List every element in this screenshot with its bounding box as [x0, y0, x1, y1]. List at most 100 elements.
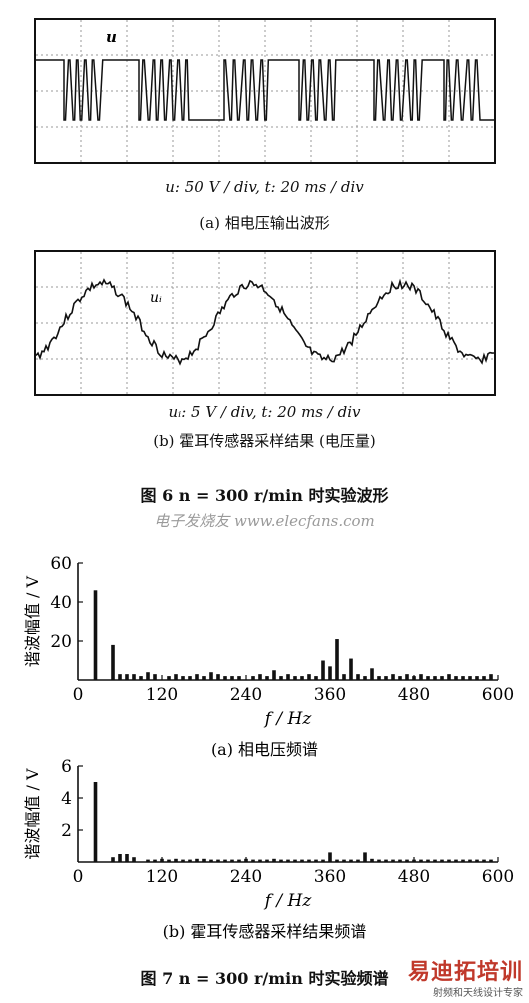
- fig6-title: 图 6 n = 300 r/min 时实验波形: [140, 486, 389, 505]
- fig7a-bar: [230, 676, 234, 680]
- fig7b-bar: [146, 859, 150, 862]
- fig7b-bar: [370, 858, 374, 862]
- fig7a-bar: [93, 590, 98, 680]
- fig7b-bar: [307, 859, 311, 862]
- fig7b-bar: [300, 859, 304, 862]
- fig7b-bar: [167, 859, 171, 862]
- fig7a-bar: [489, 674, 493, 680]
- fig7b-x-tick-label: 600: [482, 867, 514, 887]
- fig7a-bar: [251, 676, 255, 680]
- fig7b-bar: [475, 859, 479, 862]
- fig7a-bar: [265, 676, 269, 680]
- fig7a-bar: [167, 676, 171, 680]
- fig6b-oscilloscope: uᵢ: [34, 250, 496, 396]
- fig7b-bar: [398, 859, 402, 862]
- fig7a-bar: [377, 676, 381, 680]
- fig7b-bar: [216, 859, 220, 862]
- fig6b-scale-text: uᵢ: 5 V / div, t: 20 ms / div: [168, 403, 361, 421]
- fig7b-x-tick-label: 480: [398, 867, 430, 887]
- fig7b-bar: [153, 859, 157, 862]
- fig7b-bar: [440, 859, 444, 862]
- fig7a-bar: [335, 639, 339, 680]
- fig7a-bar: [342, 674, 346, 680]
- fig7b-bar: [251, 859, 255, 862]
- fig7a-bar: [146, 672, 150, 680]
- fig7a-bar: [475, 676, 479, 680]
- fig7b-y-tick-label: 6: [61, 757, 72, 777]
- fig7a-bar: [384, 676, 388, 680]
- fig7a-title: (a) 相电压频谱: [211, 740, 318, 759]
- fig7b-bar: [286, 859, 290, 862]
- fig7a-bar: [118, 674, 122, 680]
- fig7b-bar: [419, 859, 423, 862]
- fig7b-title: (b) 霍耳传感器采样结果频谱: [163, 922, 367, 941]
- fig7a-bar: [188, 676, 192, 680]
- fig7b-bar: [202, 858, 206, 862]
- fig7b-bar: [93, 782, 98, 862]
- fig7a-bar: [314, 676, 318, 680]
- fig7a-bar: [426, 676, 430, 680]
- fig7a-bar: [272, 670, 276, 680]
- fig7a-bar: [139, 676, 143, 680]
- fig7b-bar: [244, 858, 248, 862]
- fig7b-bar: [111, 857, 115, 862]
- fig7b-bar: [335, 859, 339, 862]
- fig7a-bar: [293, 676, 297, 680]
- logo-main-text: 易迪拓培训: [407, 960, 523, 985]
- fig7b-bar: [384, 859, 388, 862]
- fig7b-bar: [195, 858, 199, 862]
- fig7b-bar: [125, 854, 129, 862]
- fig7a-x-axis-label: f / Hz: [263, 709, 313, 729]
- fig7b-bar: [412, 859, 416, 862]
- fig7a-bar: [195, 674, 199, 680]
- fig7b-bar: [230, 859, 234, 862]
- fig7a-x-tick-label: 240: [230, 685, 262, 705]
- fig7b-bar: [433, 859, 437, 862]
- fig7a-bar: [174, 674, 178, 680]
- fig7b-bar: [272, 858, 276, 862]
- fig6a-trace-label: u: [106, 28, 117, 46]
- fig7b-bar: [321, 859, 325, 862]
- fig7b-chart: 2 4 6 0 120 240 360 480 600 谐波幅值 / V f / Hz (b) 霍耳传…: [23, 757, 514, 941]
- fig7a-bar: [391, 674, 395, 680]
- fig7b-bar: [342, 859, 346, 862]
- fig7b-bar: [118, 854, 122, 862]
- fig7a-bar: [125, 674, 129, 680]
- fig7b-bar: [293, 859, 297, 862]
- fig7b-bar: [405, 859, 409, 862]
- fig7b-bar: [132, 857, 136, 862]
- fig7b-bar: [328, 852, 332, 862]
- fig7a-bar: [482, 676, 486, 680]
- fig7a-bar: [328, 666, 332, 680]
- watermark-text: 电子发烧友 www.elecfans.com: [154, 512, 375, 530]
- fig7b-y-axis-label: 谐波幅值 / V: [23, 768, 42, 860]
- fig7b-bar: [447, 859, 451, 862]
- fig7b-bar: [181, 859, 185, 862]
- fig7a-bar: [468, 676, 472, 680]
- fig7b-x-tick-label: 240: [230, 867, 262, 887]
- fig7a-bar: [300, 676, 304, 680]
- fig7b-bar: [489, 859, 493, 862]
- fig7b-bar: [363, 852, 367, 862]
- fig7b-x-tick-label: 120: [146, 867, 178, 887]
- fig7a-bar: [356, 674, 360, 680]
- fig7b-bar: [349, 859, 353, 862]
- fig7a-bar: [132, 674, 136, 680]
- fig7a-bar: [433, 676, 437, 680]
- fig6a-caption: (a) 相电压输出波形: [199, 214, 330, 232]
- fig7a-bar: [321, 660, 325, 680]
- fig7a-bar: [363, 676, 367, 680]
- fig7b-bar: [426, 859, 430, 862]
- fig6b-waveform: [35, 278, 495, 366]
- fig7a-bar: [412, 676, 416, 680]
- fig6b-caption: (b) 霍耳传感器采样结果 (电压量): [153, 432, 376, 450]
- fig7a-x-tick-label: 600: [482, 685, 514, 705]
- fig7a-bar: [447, 674, 451, 680]
- fig7a-bar: [349, 658, 353, 680]
- fig7b-bar: [314, 859, 318, 862]
- fig7b-bar: [279, 859, 283, 862]
- fig7b-bar: [461, 859, 465, 862]
- fig7a-x-tick-label: 120: [146, 685, 178, 705]
- fig7b-bar: [377, 859, 381, 862]
